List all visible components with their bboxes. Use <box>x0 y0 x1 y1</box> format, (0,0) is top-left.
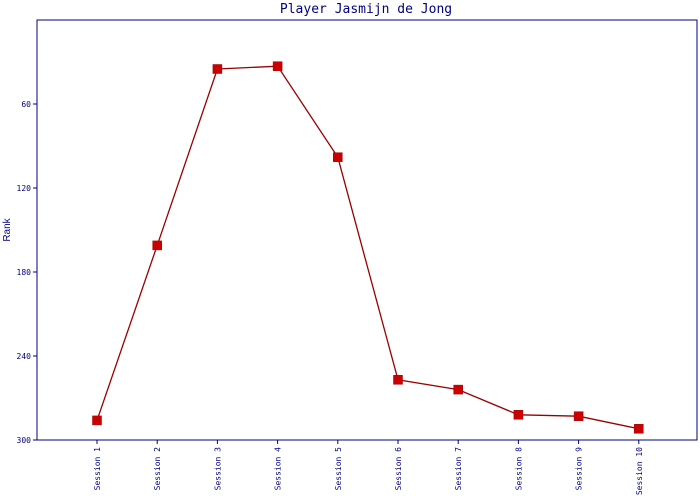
y-axis-ticks: 60 120 180 240 300 <box>17 100 37 445</box>
data-point-marker <box>152 240 162 251</box>
x-axis-ticks: Session 1 Session 2 Session 3 Session 4 Sess… <box>93 440 644 495</box>
y-tick-label: 240 <box>17 352 32 361</box>
y-tick-label: 180 <box>17 268 32 277</box>
data-point-marker <box>212 64 223 74</box>
x-tick-label: Session 5 <box>334 447 343 491</box>
data-point-marker <box>573 411 584 421</box>
data-point-marker <box>272 61 283 71</box>
y-axis-label: Rank <box>2 217 13 241</box>
data-point-marker <box>513 410 524 420</box>
data-point-marker <box>453 384 463 395</box>
data-point-marker <box>92 415 102 426</box>
x-tick-label: Session 3 <box>213 447 222 491</box>
data-point-marker <box>333 152 343 162</box>
series-group <box>92 61 644 434</box>
x-tick-label: Session 7 <box>454 447 463 491</box>
chart-title: Player Jasmijn de Jong <box>280 2 452 17</box>
x-tick-label: Session 6 <box>394 447 403 491</box>
x-tick-label: Session 8 <box>514 447 523 491</box>
x-tick-label: Session 9 <box>575 447 584 491</box>
x-tick-label: Session 10 <box>635 447 644 495</box>
y-tick-label: 300 <box>17 436 32 445</box>
x-tick-label: Session 2 <box>153 447 162 491</box>
plot-area-frame <box>36 19 698 441</box>
data-point-marker <box>393 375 403 385</box>
y-tick-label: 60 <box>21 100 31 109</box>
y-tick-label: 120 <box>17 184 32 193</box>
data-point-marker <box>634 424 644 434</box>
x-tick-label: Session 4 <box>274 447 283 491</box>
series-line <box>96 65 639 430</box>
x-tick-label: Session 1 <box>93 447 102 491</box>
